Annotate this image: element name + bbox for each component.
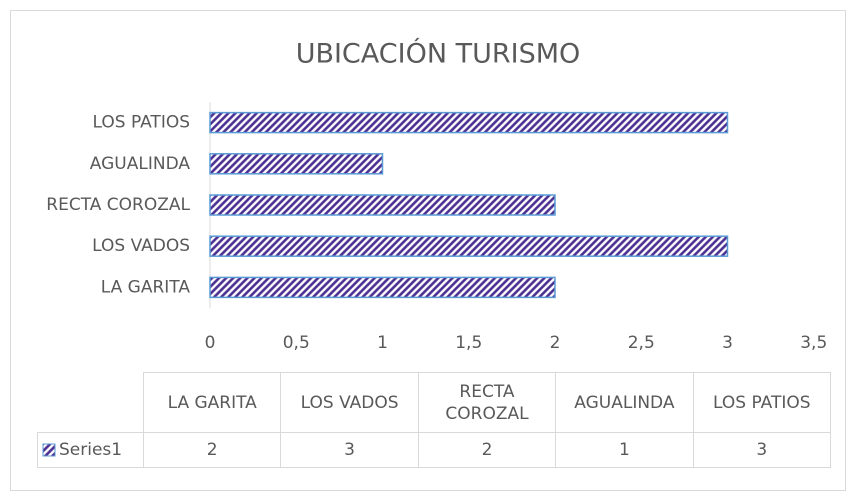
table-value: 3 bbox=[692, 432, 831, 468]
bar bbox=[209, 194, 556, 216]
x-tick-label: 1,5 bbox=[455, 333, 482, 353]
legend-label: Series1 bbox=[59, 440, 123, 460]
table-header: LA GARITA bbox=[143, 372, 282, 433]
table-header: LOS VADOS bbox=[280, 372, 419, 433]
table-value: 2 bbox=[417, 432, 557, 468]
table-value: 3 bbox=[280, 432, 419, 468]
table-header: RECTA COROZAL bbox=[417, 372, 557, 433]
y-tick-label: LOS VADOS bbox=[92, 236, 190, 256]
x-tick-label: 2 bbox=[550, 333, 561, 353]
table-legend: Series1 bbox=[37, 432, 144, 468]
x-tick-label: 1 bbox=[377, 333, 388, 353]
x-tick-label: 0 bbox=[205, 333, 216, 353]
x-tick-label: 3,5 bbox=[800, 333, 827, 353]
chart-title: UBICACIÓN TURISMO bbox=[296, 38, 581, 70]
table-value: 1 bbox=[555, 432, 694, 468]
bar bbox=[209, 235, 729, 257]
table-header: AGUALINDA bbox=[555, 372, 694, 433]
chart-border bbox=[10, 10, 846, 491]
legend-key bbox=[42, 443, 56, 457]
bar bbox=[209, 276, 556, 299]
x-tick-label: 3 bbox=[722, 333, 733, 353]
y-tick-label: RECTA COROZAL bbox=[46, 195, 190, 215]
x-tick-label: 2,5 bbox=[628, 333, 655, 353]
y-tick-label: LA GARITA bbox=[101, 277, 191, 297]
table-value: 2 bbox=[143, 432, 282, 468]
x-tick-label: 0,5 bbox=[283, 333, 310, 353]
bar bbox=[209, 153, 384, 175]
y-tick-label: AGUALINDA bbox=[90, 154, 191, 174]
table-header: LOS PATIOS bbox=[692, 372, 831, 433]
legend-swatch bbox=[42, 443, 56, 457]
bar bbox=[209, 111, 729, 134]
y-tick-label: LOS PATIOS bbox=[93, 113, 190, 133]
